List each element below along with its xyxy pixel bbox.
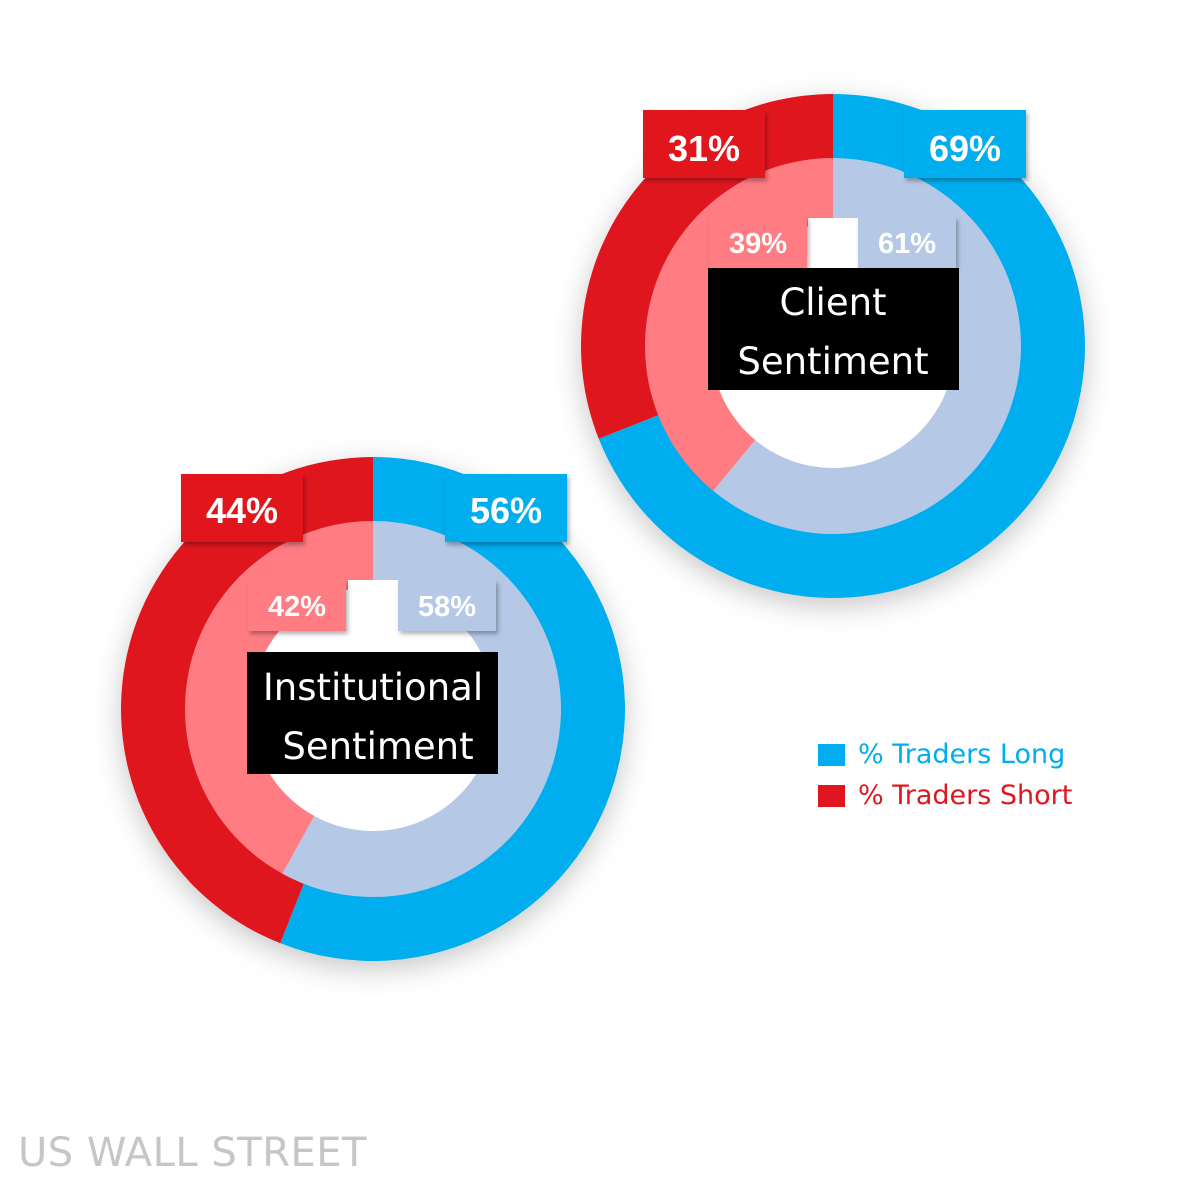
client-title-line1: Client <box>779 281 886 324</box>
client-inner-long-label-box <box>858 217 956 268</box>
institutional-outer-short-label-box <box>181 474 303 542</box>
legend-item-short: % Traders Short <box>818 775 1072 816</box>
client-inner-short-segment <box>645 158 833 491</box>
legend-label-long: % Traders Long <box>858 739 1066 770</box>
client-sentiment-donut: Client Sentiment 31% 69% 39% 61% <box>581 94 1085 598</box>
institutional-title-line2: Sentiment <box>282 725 473 768</box>
institutional-outer-long-label-box <box>445 474 567 542</box>
client-center-box <box>708 268 959 390</box>
institutional-outer-short-label: 44% <box>206 490 278 531</box>
institutional-center-box <box>247 652 498 774</box>
legend-swatch-long <box>818 743 845 766</box>
institutional-sentiment-donut: Institutional Sentiment 44% 56% 42% 58% <box>120 457 625 961</box>
institutional-inner-short-label: 42% <box>268 591 326 623</box>
legend-swatch-short <box>818 784 845 807</box>
client-outer-short-label-box <box>643 110 765 178</box>
institutional-outer-long-label: 56% <box>470 490 542 531</box>
client-outer-short-label: 31% <box>668 128 740 169</box>
institutional-title-line1: Institutional <box>263 666 483 709</box>
institutional-inner-short-segment <box>185 521 373 874</box>
client-outer-long-label-box <box>904 110 1026 178</box>
institutional-inner-short-label-box <box>248 580 346 631</box>
institutional-outer-long-segment <box>280 457 625 961</box>
client-center-notch <box>808 218 858 265</box>
legend-item-long: % Traders Long <box>818 734 1072 775</box>
client-inner-long-label: 61% <box>878 228 936 260</box>
institutional-outer-short-segment <box>120 457 374 944</box>
client-outer-long-label: 69% <box>929 128 1001 169</box>
client-title-line2: Sentiment <box>737 340 928 383</box>
client-outer-short-segment <box>581 94 833 439</box>
institutional-inner-long-label-box <box>398 580 496 631</box>
legend-label-short: % Traders Short <box>858 780 1073 811</box>
client-inner-short-label-box <box>709 217 807 268</box>
legend: % Traders Long % Traders Short <box>818 734 1072 816</box>
institutional-inner-long-label: 58% <box>418 591 476 623</box>
watermark: US WALL STREET <box>18 1130 367 1176</box>
institutional-center-notch <box>348 580 398 628</box>
client-inner-short-label: 39% <box>729 228 787 260</box>
